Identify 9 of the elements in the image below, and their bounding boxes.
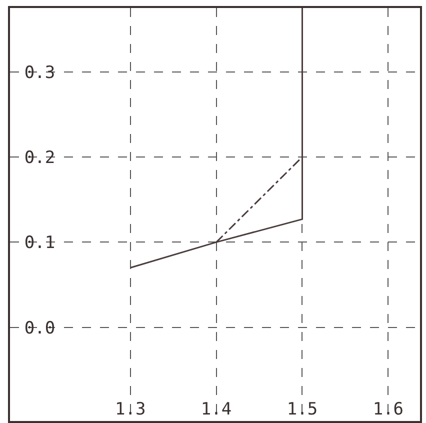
x-tick-label: 1.5 — [286, 399, 318, 420]
x-tick-label: 1.4 — [200, 399, 232, 420]
y-tick-label: 0.0 — [24, 318, 56, 338]
x-tick-label: 1.3 — [114, 399, 146, 420]
y-tick-label: 0.2 — [24, 148, 56, 168]
y-tick-label: 0.3 — [24, 62, 56, 83]
y-tick-label: 0.1 — [24, 233, 56, 254]
x-tick-label: 1.6 — [372, 399, 404, 420]
line-series — [130, 8, 303, 268]
